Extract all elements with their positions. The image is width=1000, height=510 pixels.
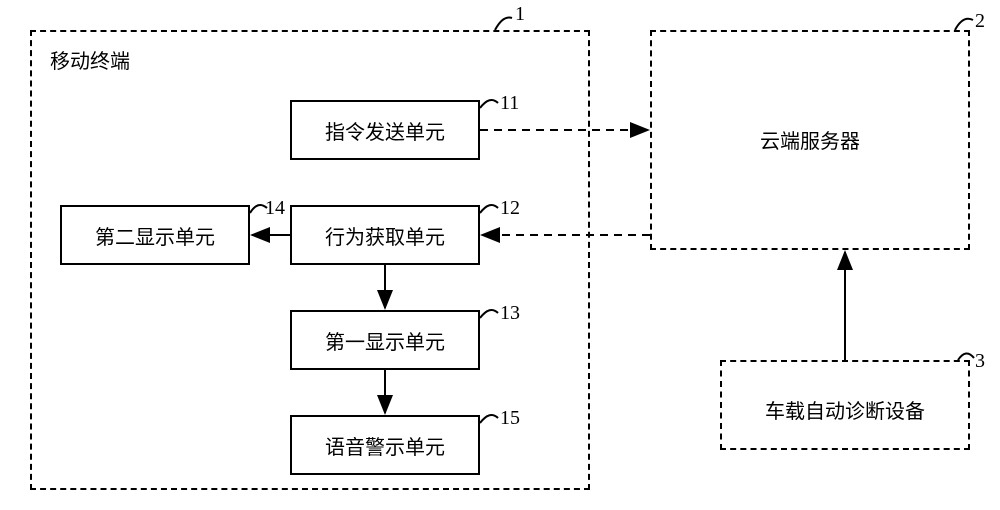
ref-3: 3 [975,350,985,373]
leader-1 [495,18,512,31]
ref-13: 13 [500,302,520,325]
voice-alert-label: 语音警示单元 [325,431,445,460]
first-display-label: 第一显示单元 [325,326,445,355]
second-display-box: 第二显示单元 [60,205,250,265]
cmd-send-box: 指令发送单元 [290,100,480,160]
mobile-terminal-label: 移动终端 [50,45,130,74]
ref-2: 2 [975,10,985,33]
leader-2 [955,19,973,30]
behavior-get-box: 行为获取单元 [290,205,480,265]
second-display-label: 第二显示单元 [95,221,215,250]
voice-alert-box: 语音警示单元 [290,415,480,475]
ref-15: 15 [500,407,520,430]
diagram-container: 移动终端 云端服务器 车载自动诊断设备 指令发送单元 行为获取单元 第一显示单元… [0,0,1000,510]
first-display-box: 第一显示单元 [290,310,480,370]
ref-14: 14 [265,197,285,220]
cmd-send-label: 指令发送单元 [325,116,445,145]
ref-11: 11 [500,92,519,115]
ref-1: 1 [515,3,525,26]
cloud-server-label: 云端服务器 [760,125,860,154]
ref-12: 12 [500,197,520,220]
behavior-get-label: 行为获取单元 [325,221,445,250]
obd-device-label: 车载自动诊断设备 [765,395,925,424]
